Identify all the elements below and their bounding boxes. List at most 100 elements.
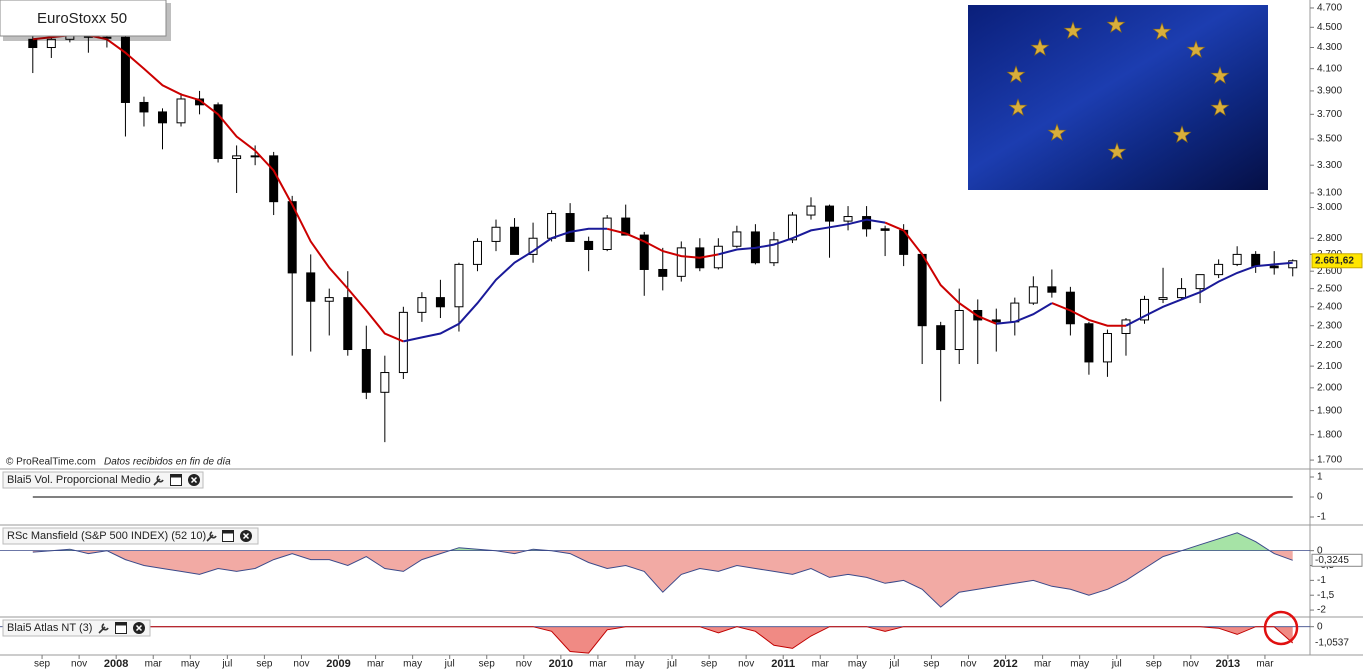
candle-body (46, 38, 56, 49)
candle-body (602, 217, 612, 250)
credit-note: Datos recibidos en fin de día (104, 457, 231, 468)
candle-body (584, 240, 594, 250)
candle-body (787, 214, 797, 241)
x-tick-label: jul (1111, 659, 1122, 670)
candle-body (195, 98, 205, 106)
x-tick-label: 2012 (993, 658, 1017, 670)
close-icon[interactable] (188, 474, 200, 486)
candle-body (639, 234, 649, 270)
candle-body (1195, 274, 1205, 290)
y-tick-label: 1 (1317, 472, 1323, 483)
last-value-box (1311, 553, 1363, 567)
close-icon[interactable] (133, 622, 145, 634)
candle-body (454, 263, 464, 308)
candle-body (343, 297, 353, 351)
wrench-icon[interactable] (98, 623, 109, 634)
y-tick-label: 2.100 (1317, 361, 1342, 372)
window-icon[interactable] (115, 622, 127, 634)
candle-body (435, 297, 445, 308)
candle-body (324, 297, 334, 302)
candle-body (1158, 297, 1168, 300)
wrench-icon[interactable] (153, 475, 164, 486)
candle-body (1047, 286, 1057, 293)
y-tick-label: 3.000 (1317, 202, 1342, 213)
y-tick-label: 2.500 (1317, 283, 1342, 294)
close-icon[interactable] (240, 530, 252, 542)
x-tick-label: mar (589, 659, 607, 670)
candle-body (176, 98, 186, 124)
x-tick-label: 2010 (549, 658, 573, 670)
x-tick-label: jul (444, 659, 455, 670)
candle-body (491, 226, 501, 242)
candle-body (232, 155, 242, 160)
moving-average (403, 218, 1293, 343)
flag-image (968, 5, 1268, 190)
x-tick-label: mar (145, 659, 163, 670)
y-tick-label: 1.800 (1317, 429, 1342, 440)
y-tick-label: 2.000 (1317, 382, 1342, 393)
panel (28, 21, 1298, 443)
window-icon[interactable] (222, 530, 234, 542)
x-tick-label: mar (812, 659, 830, 670)
panel-frames (0, 0, 1363, 656)
wrench-icon[interactable] (206, 531, 217, 542)
candle-body (769, 239, 779, 264)
panel-title: RSc Mansfield (S&P 500 INDEX) (52 10) (2, 527, 259, 545)
y-tick-label: 3.300 (1317, 160, 1342, 171)
x-tick-label: nov (293, 659, 309, 670)
x-tick-label: 2013 (1216, 658, 1240, 670)
panel-title: Blai5 Atlas NT (3) (2, 619, 151, 637)
indicator-line (32, 626, 1294, 654)
candle-body (880, 228, 890, 231)
y-tick-label: -1,5 (1317, 590, 1335, 601)
candle-body (472, 240, 482, 265)
y-tick-label: 0 (1317, 545, 1323, 556)
y-tick-label: -1 (1317, 512, 1326, 523)
y-tick-label: 2.600 (1317, 266, 1342, 277)
last-value-label: -1,0537 (1315, 638, 1349, 649)
x-tick-label: sep (34, 659, 51, 670)
y-tick-label: 2.200 (1317, 340, 1342, 351)
candle-body (361, 349, 371, 393)
candle-body (417, 297, 427, 313)
highlight-circle (1263, 610, 1299, 646)
candle-body (269, 155, 279, 203)
x-tick-label: nov (1183, 659, 1199, 670)
candle-body (28, 38, 38, 49)
last-value-box (1311, 253, 1363, 269)
candle-body (1177, 288, 1187, 299)
y-tick-label: 4.500 (1317, 22, 1342, 33)
candle-body (1288, 260, 1298, 269)
x-tick-label: may (848, 659, 867, 670)
window-icon[interactable] (170, 474, 182, 486)
x-tick-label: sep (701, 659, 718, 670)
x-tick-label: sep (923, 659, 940, 670)
x-tick-label: may (1070, 659, 1089, 670)
candle-body (713, 245, 723, 269)
plot-layer: sep nov 2008 mar may jul sep nov 2009 mar may jul se… (0, 3, 1363, 670)
candle-body (306, 272, 316, 302)
y-tick-label: 0 (1317, 621, 1323, 632)
indicator-line (32, 532, 1293, 608)
candle-body (1010, 302, 1020, 323)
x-tick-label: mar (1034, 659, 1052, 670)
credit: © ProRealTime.com (6, 457, 96, 468)
x-tick-label: sep (256, 659, 273, 670)
candle-body (1140, 298, 1150, 321)
x-tick-label: 2009 (326, 658, 350, 670)
candle-body (658, 268, 668, 277)
candle-body (954, 309, 964, 351)
y-tick-label: 1.700 (1317, 455, 1342, 466)
x-tick-label: may (626, 659, 645, 670)
x-tick-label: may (181, 659, 200, 670)
area-negative (32, 550, 1293, 608)
candle-body (917, 253, 927, 327)
y-tick-label: 2.300 (1317, 320, 1342, 331)
x-tick-label: nov (738, 659, 754, 670)
chart-title: EuroStoxx 50 (37, 10, 127, 27)
y-tick-label: 2.400 (1317, 301, 1342, 312)
candle-body (287, 201, 297, 274)
candle-body (1065, 291, 1075, 325)
candle-body (1232, 253, 1242, 265)
